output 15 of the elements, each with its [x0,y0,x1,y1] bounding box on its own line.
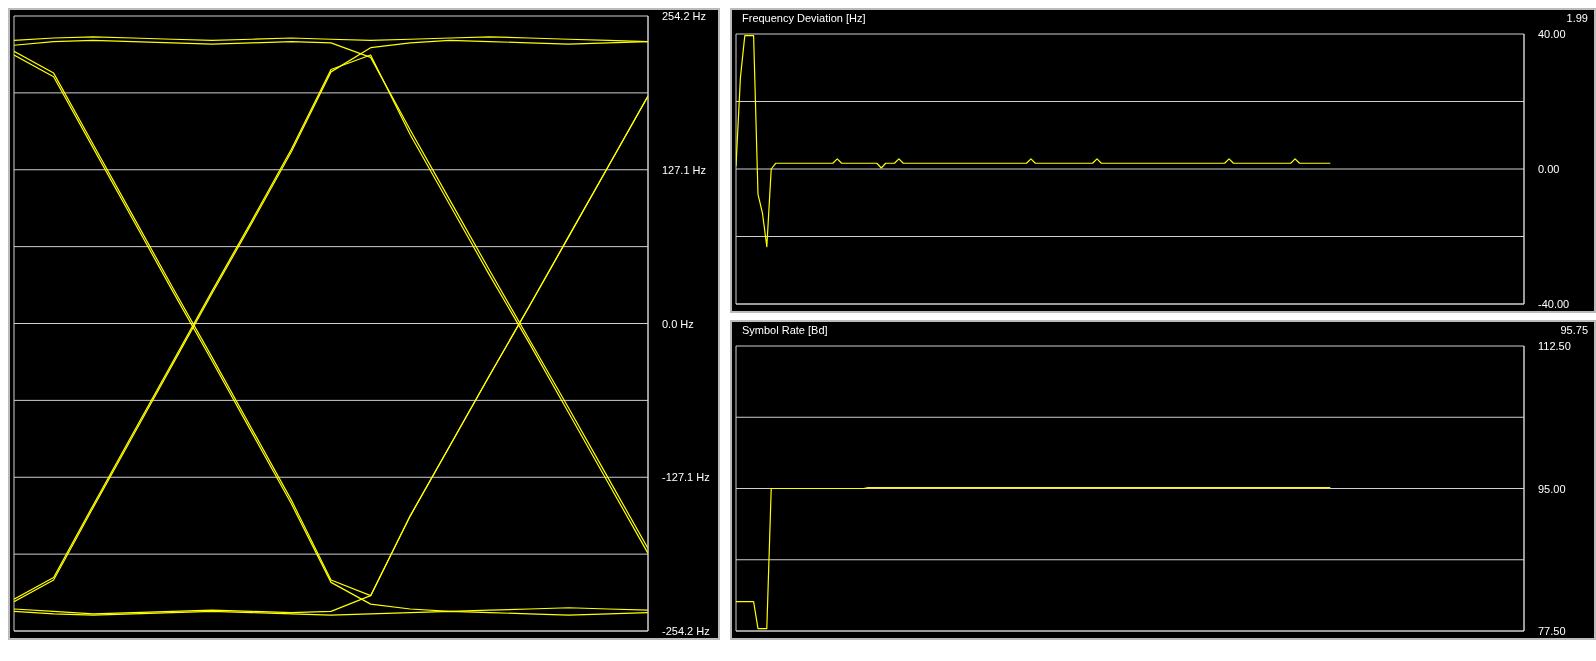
y-tick-label: 95.00 [1538,482,1566,495]
y-tick-label: -254.2 Hz [662,625,710,637]
y-tick-label: 77.50 [1538,625,1566,637]
chart-title: Symbol Rate [Bd] [742,324,828,338]
y-tick-label: -40.00 [1538,298,1570,310]
y-tick-label: 254.2 Hz [662,10,707,22]
y-tick-label: 40.00 [1538,28,1566,40]
y-tick-label: 0.0 Hz [662,317,694,330]
text: 95.75 [1560,324,1588,336]
y-tick-label: 127.1 Hz [662,163,707,176]
y-tick-label: 112.50 [1538,340,1571,352]
text: 1.99 [1566,12,1588,24]
chart-title: Frequency Deviation [Hz] [742,12,866,26]
y-tick-label: 0.00 [1538,163,1560,175]
y-tick-label: -127.1 Hz [662,471,710,484]
